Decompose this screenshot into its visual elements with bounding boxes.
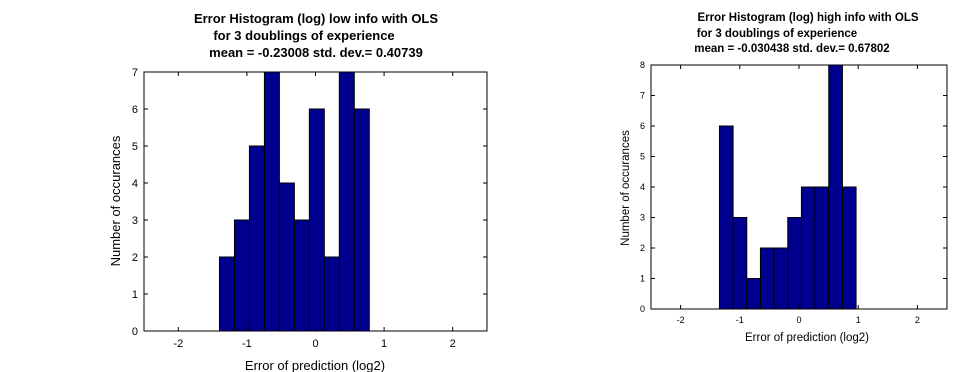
x-tick-label: 1 (381, 338, 387, 350)
histogram-bar (841, 186, 857, 310)
y-tick-label: 2 (640, 243, 645, 253)
y-tick-label: 8 (640, 60, 645, 70)
histogram-bar (353, 108, 370, 332)
y-axis-label: Number of occurances (108, 135, 123, 266)
y-axis-ticks: 0 1 2 3 4 5 6 7 8 (640, 60, 947, 314)
y-tick-label: 5 (640, 152, 645, 162)
chart-title-line-3: mean = -0.030438 std. dev.= 0.67802 (694, 43, 889, 55)
x-tick-label: -2 (173, 338, 183, 350)
y-tick-label: 3 (132, 215, 138, 227)
high-info-histogram: Error Histogram (log) high info with OLS… (620, 12, 948, 344)
histogram-bar (338, 71, 355, 332)
chart-title-line-2: for 3 doublings of experience (697, 28, 857, 40)
y-tick-label: 0 (640, 304, 645, 314)
y-tick-label: 7 (640, 91, 645, 101)
x-axis-ticks: -2 -1 0 1 2 (173, 72, 456, 350)
histogram-bar (308, 108, 325, 332)
y-axis-ticks: 0 1 2 3 4 5 6 7 (132, 67, 487, 338)
y-tick-label: 5 (132, 141, 138, 153)
chart-title-line-2: for 3 doublings of experience (213, 28, 394, 43)
bar-group (218, 71, 370, 332)
histogram-bar (773, 247, 789, 310)
bar-group (718, 64, 857, 310)
histogram-bar (293, 219, 310, 332)
histogram-bar (759, 247, 775, 310)
chart-title-line-1: Error Histogram (log) high info with OLS (697, 12, 918, 24)
y-tick-label: 3 (640, 213, 645, 223)
histogram-bar (787, 217, 802, 310)
histogram-bar (732, 217, 748, 310)
x-axis-label: Error of prediction (log2) (245, 358, 385, 372)
x-tick-label: 2 (915, 315, 920, 325)
histogram-bar (233, 219, 250, 332)
x-axis-ticks: -2 -1 0 1 2 (677, 65, 920, 325)
y-tick-label: 4 (132, 178, 138, 190)
chart-title-line-3: mean = -0.23008 std. dev.= 0.40739 (209, 45, 423, 60)
x-tick-label: 0 (796, 315, 801, 325)
y-axis-label: Number of occurances (620, 130, 632, 246)
histogram-bar (278, 182, 295, 332)
x-axis-label: Error of prediction (log2) (745, 332, 869, 344)
y-tick-label: 4 (640, 182, 645, 192)
x-tick-label: -1 (242, 338, 252, 350)
histogram-bar (828, 64, 843, 310)
histogram-bar (814, 186, 830, 310)
x-tick-label: 1 (856, 315, 861, 325)
x-tick-label: -1 (736, 315, 744, 325)
histogram-bar (248, 145, 265, 332)
y-tick-label: 1 (640, 274, 645, 284)
histogram-bar (800, 186, 816, 310)
histogram-bar (746, 278, 761, 310)
histogram-bar (718, 125, 734, 310)
y-tick-label: 7 (132, 67, 138, 79)
low-info-histogram: Error Histogram (log) low info with OLS … (108, 11, 488, 372)
histogram-bar (263, 71, 280, 332)
y-tick-label: 0 (132, 326, 138, 338)
y-tick-label: 1 (132, 289, 138, 301)
histogram-bar (323, 256, 340, 332)
x-tick-label: 2 (450, 338, 456, 350)
y-tick-label: 6 (132, 104, 138, 116)
y-tick-label: 6 (640, 121, 645, 131)
y-tick-label: 2 (132, 252, 138, 264)
histogram-bar (218, 256, 235, 332)
chart-title-line-1: Error Histogram (log) low info with OLS (194, 11, 438, 26)
x-tick-label: 0 (312, 338, 318, 350)
x-tick-label: -2 (677, 315, 685, 325)
